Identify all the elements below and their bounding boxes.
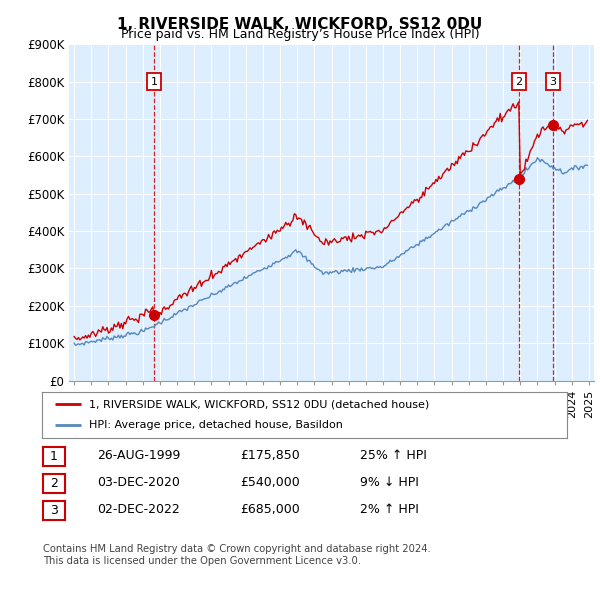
Text: 03-DEC-2020: 03-DEC-2020 bbox=[97, 476, 180, 489]
Text: Price paid vs. HM Land Registry’s House Price Index (HPI): Price paid vs. HM Land Registry’s House … bbox=[121, 28, 479, 41]
Text: 26-AUG-1999: 26-AUG-1999 bbox=[97, 449, 181, 462]
Text: 02-DEC-2022: 02-DEC-2022 bbox=[97, 503, 180, 516]
Text: 3: 3 bbox=[50, 504, 58, 517]
Text: £175,850: £175,850 bbox=[240, 449, 300, 462]
Text: 25% ↑ HPI: 25% ↑ HPI bbox=[360, 449, 427, 462]
Text: HPI: Average price, detached house, Basildon: HPI: Average price, detached house, Basi… bbox=[89, 420, 343, 430]
Text: 1, RIVERSIDE WALK, WICKFORD, SS12 0DU (detached house): 1, RIVERSIDE WALK, WICKFORD, SS12 0DU (d… bbox=[89, 399, 430, 409]
Text: 3: 3 bbox=[550, 77, 557, 87]
Text: 2: 2 bbox=[50, 477, 58, 490]
Text: 2% ↑ HPI: 2% ↑ HPI bbox=[360, 503, 419, 516]
Text: This data is licensed under the Open Government Licence v3.0.: This data is licensed under the Open Gov… bbox=[43, 556, 361, 565]
Text: 1: 1 bbox=[151, 77, 157, 87]
Text: 9% ↓ HPI: 9% ↓ HPI bbox=[360, 476, 419, 489]
Text: 1: 1 bbox=[50, 450, 58, 463]
Text: 1, RIVERSIDE WALK, WICKFORD, SS12 0DU: 1, RIVERSIDE WALK, WICKFORD, SS12 0DU bbox=[118, 17, 482, 31]
Text: £685,000: £685,000 bbox=[240, 503, 300, 516]
Text: £540,000: £540,000 bbox=[240, 476, 300, 489]
Text: Contains HM Land Registry data © Crown copyright and database right 2024.: Contains HM Land Registry data © Crown c… bbox=[43, 544, 431, 553]
Text: 2: 2 bbox=[515, 77, 523, 87]
